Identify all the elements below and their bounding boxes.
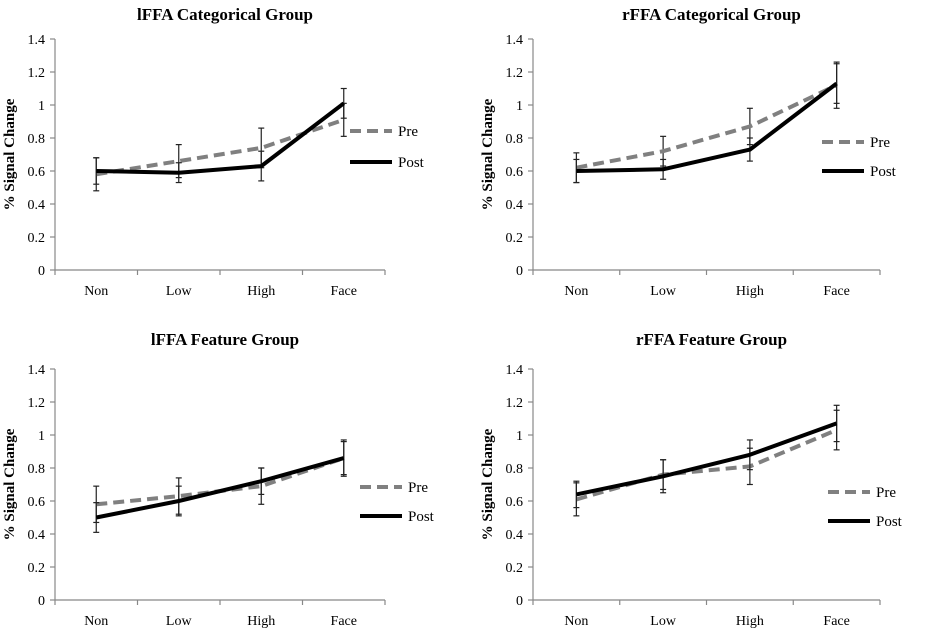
- y-axis-label: % Signal Change: [2, 98, 18, 210]
- y-tick-label: 1: [516, 99, 523, 114]
- chart-title: lFFA Categorical Group: [137, 5, 313, 24]
- y-tick-label: 0.4: [506, 198, 524, 213]
- legend-label-pre: Pre: [398, 124, 418, 140]
- legend-label-post: Post: [870, 164, 897, 180]
- y-tick-label: 1.2: [28, 66, 46, 81]
- x-tick-label: Low: [166, 614, 193, 629]
- x-tick-label: Low: [166, 284, 193, 299]
- series-line-pre: [575, 428, 838, 502]
- x-tick-label: Face: [823, 614, 849, 629]
- y-tick-label: 0.6: [506, 495, 524, 510]
- legend-label-pre: Pre: [408, 480, 428, 496]
- legend-label-post: Post: [876, 514, 903, 530]
- x-tick-label: Low: [650, 284, 677, 299]
- x-tick-label: Face: [331, 614, 357, 629]
- legend-label-post: Post: [398, 155, 425, 171]
- y-tick-label: 0.6: [28, 495, 46, 510]
- y-tick-label: 0.4: [28, 528, 46, 543]
- y-tick-label: 1.2: [506, 396, 524, 411]
- legend-label-post: Post: [408, 509, 435, 525]
- chart-title: lFFA Feature Group: [151, 330, 299, 349]
- y-tick-label: 0.2: [506, 561, 524, 576]
- y-tick-label: 0.8: [506, 132, 524, 147]
- y-tick-label: 1.4: [506, 33, 524, 48]
- y-axis-label: % Signal Change: [2, 428, 18, 540]
- series-line-post: [575, 421, 838, 497]
- y-tick-label: 0.8: [28, 132, 46, 147]
- y-tick-label: 0.2: [28, 561, 46, 576]
- y-tick-label: 1: [38, 429, 45, 444]
- x-tick-label: Non: [564, 614, 588, 629]
- y-tick-label: 0.8: [506, 462, 524, 477]
- y-tick-label: 1: [516, 429, 523, 444]
- series-line-pre: [96, 456, 345, 507]
- series-line-pre: [95, 117, 345, 177]
- y-tick-label: 1.2: [506, 66, 524, 81]
- series-line-post: [96, 101, 346, 175]
- x-tick-label: High: [247, 614, 275, 629]
- chart-panel-4: rFFA Feature Group % Signal Change 0 0.2 0.4…: [480, 330, 903, 629]
- y-tick-label: 0.6: [506, 165, 524, 180]
- y-tick-label: 0: [516, 594, 523, 609]
- legend-label-pre: Pre: [870, 135, 890, 151]
- y-tick-label: 0.8: [28, 462, 46, 477]
- y-tick-label: 0: [38, 594, 45, 609]
- x-tick-label: Face: [823, 284, 849, 299]
- chart-panel-3: lFFA Feature Group % Signal Change 0 0.2 0.4…: [2, 330, 435, 629]
- y-tick-label: 0.2: [28, 231, 46, 246]
- chart-panel-1: lFFA Categorical Group % Signal Change 0 0.…: [2, 5, 425, 299]
- x-tick-label: Face: [331, 284, 357, 299]
- x-tick-label: Non: [84, 284, 108, 299]
- chart-panel-2: rFFA Categorical Group % Signal Change 0 0.…: [480, 5, 897, 299]
- series-line-pre: [576, 83, 838, 170]
- x-tick-label: Non: [564, 284, 588, 299]
- y-tick-label: 0: [516, 264, 523, 279]
- chart-title: rFFA Feature Group: [636, 330, 787, 349]
- y-tick-label: 0.2: [506, 231, 524, 246]
- y-tick-label: 0.6: [28, 165, 46, 180]
- series-line-post: [576, 81, 838, 173]
- y-axis-label: % Signal Change: [480, 98, 496, 210]
- x-tick-label: High: [736, 284, 764, 299]
- y-tick-label: 0: [38, 264, 45, 279]
- y-tick-label: 0.4: [506, 528, 524, 543]
- y-axis-label: % Signal Change: [480, 428, 496, 540]
- y-tick-label: 1.2: [28, 396, 46, 411]
- y-tick-label: 1.4: [28, 33, 46, 48]
- x-tick-label: High: [736, 614, 764, 629]
- x-tick-label: Non: [84, 614, 108, 629]
- series-line-post: [95, 456, 345, 520]
- y-tick-label: 1: [38, 99, 45, 114]
- chart-title: rFFA Categorical Group: [622, 5, 801, 24]
- y-tick-label: 1.4: [506, 363, 524, 378]
- legend-label-pre: Pre: [876, 485, 896, 501]
- y-tick-label: 1.4: [28, 363, 46, 378]
- x-tick-label: High: [247, 284, 275, 299]
- x-tick-label: Low: [650, 614, 677, 629]
- y-tick-label: 0.4: [28, 198, 46, 213]
